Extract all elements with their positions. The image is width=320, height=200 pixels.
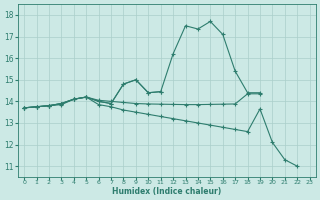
X-axis label: Humidex (Indice chaleur): Humidex (Indice chaleur) — [112, 187, 221, 196]
